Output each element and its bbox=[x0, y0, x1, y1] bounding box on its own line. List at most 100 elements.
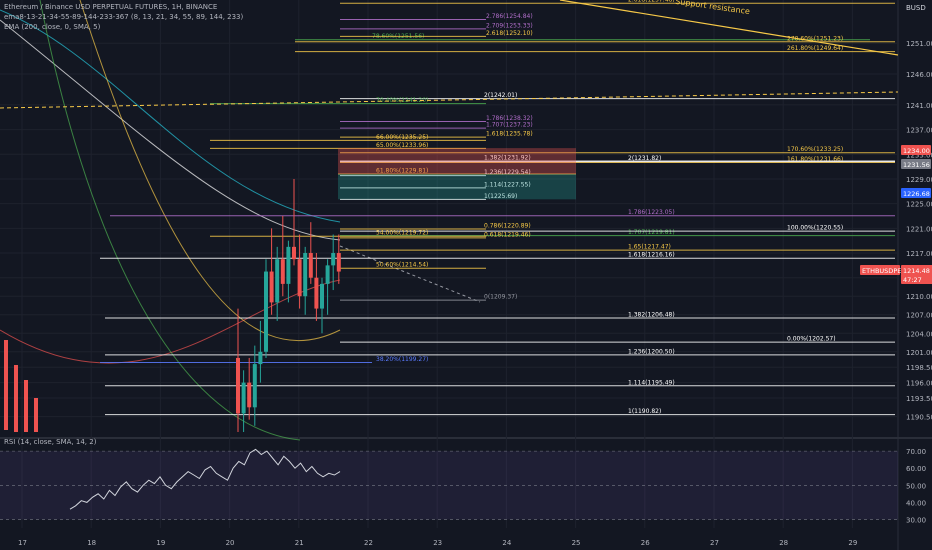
candle-body bbox=[247, 382, 252, 408]
fib-label: 1.707(1237.23) bbox=[486, 122, 533, 129]
history-candle bbox=[24, 380, 28, 432]
candle-body bbox=[241, 382, 246, 414]
candle-body bbox=[314, 277, 319, 309]
candle-body bbox=[336, 253, 341, 272]
fib-label: 1.707(1219.81) bbox=[628, 229, 675, 236]
price-tag-label: 1231.56 bbox=[903, 161, 930, 169]
candle bbox=[320, 277, 324, 334]
candle-body bbox=[280, 259, 285, 284]
price-tag: 1226.68 bbox=[901, 188, 931, 198]
ema-curve bbox=[0, 19, 341, 241]
target-box-green bbox=[338, 174, 576, 200]
history-candle bbox=[34, 398, 38, 432]
fib-label: 170.60%(1233.25) bbox=[787, 146, 843, 153]
candle-body bbox=[292, 246, 296, 260]
time-tick: 20 bbox=[226, 539, 235, 547]
candle bbox=[275, 246, 280, 321]
candle bbox=[236, 308, 240, 432]
rsi-tick: 60.00 bbox=[906, 465, 926, 473]
ema-ribbon-legend[interactable]: ema8-13-21-34-55-89-144-233-367 (8, 13, … bbox=[4, 13, 244, 21]
price-tick: 1198.50 bbox=[906, 364, 932, 372]
fib-label: 1.786(1223.05) bbox=[628, 209, 675, 216]
target-box-red bbox=[338, 148, 576, 175]
price-tag-label: ETHBUSDPERP bbox=[862, 267, 910, 275]
candle bbox=[308, 222, 313, 284]
dashed-level bbox=[0, 91, 899, 109]
price-tick: 1207.00 bbox=[906, 312, 932, 320]
fib-label: 1.236(1200.50) bbox=[628, 348, 675, 355]
fib-label: 1.786(1238.32) bbox=[486, 115, 533, 122]
price-tick: 1196.00 bbox=[906, 380, 932, 388]
candle-body bbox=[308, 253, 313, 278]
symbol-title[interactable]: Ethereum / Binance USD PERPETUAL FUTURES… bbox=[4, 3, 218, 11]
price-tick: 1229.00 bbox=[906, 176, 932, 184]
price-tick: 1221.00 bbox=[906, 225, 932, 233]
price-tick: 1225.00 bbox=[906, 201, 932, 209]
candle bbox=[297, 234, 302, 309]
fib-label: 38.20%(1199.27) bbox=[376, 356, 428, 363]
fib-label: 100.00%(1220.55) bbox=[787, 225, 843, 232]
currency-label: BUSD bbox=[906, 4, 926, 12]
price-axis: 1251.00 1246.00 1241.00 1237.00 1233.00 1229.… bbox=[860, 40, 932, 422]
price-tick: 1217.00 bbox=[906, 250, 932, 258]
ema-legend[interactable]: EMA (200, close, 0, SMA, 5) bbox=[4, 23, 101, 31]
price-tag-bg bbox=[901, 274, 932, 284]
fib-label: 0.786(1220.89) bbox=[484, 223, 531, 230]
rsi-background bbox=[0, 438, 898, 534]
price-tag: 1214.48 bbox=[901, 265, 932, 275]
candle bbox=[264, 259, 268, 358]
time-tick: 22 bbox=[364, 539, 373, 547]
fib-label: 270.60%(1251.23) bbox=[787, 35, 843, 42]
candle-body bbox=[264, 271, 268, 352]
fib-label: 0(1209.37) bbox=[484, 294, 517, 301]
fib-label: 1.236(1229.54) bbox=[484, 169, 531, 176]
fib-label: 1.114(1195.49) bbox=[628, 379, 675, 386]
candle-body bbox=[297, 259, 302, 297]
candle bbox=[252, 345, 257, 426]
fib-label: 2(1231.82) bbox=[628, 155, 661, 162]
rsi-legend[interactable]: RSI (14, close, SMA, 14, 2) bbox=[4, 438, 97, 446]
price-tick: 1246.00 bbox=[906, 71, 932, 79]
candles bbox=[4, 178, 341, 432]
price-tag: 47:27 bbox=[901, 274, 932, 284]
candle-body bbox=[320, 283, 324, 309]
fib-label: 2.618(1257.48) bbox=[628, 0, 675, 4]
price-tag-label: 47:27 bbox=[903, 276, 922, 284]
fib-label: 2.618(1252.10) bbox=[486, 30, 533, 37]
fib-label: 1.382(1206.48) bbox=[628, 311, 675, 318]
candle-body bbox=[325, 265, 330, 284]
fib-label: 1.382(1231.92) bbox=[484, 154, 531, 161]
candle bbox=[258, 320, 263, 383]
rsi-line bbox=[69, 448, 341, 510]
candle bbox=[286, 240, 291, 303]
fib-label: 66.00%(1235.25) bbox=[376, 134, 428, 141]
price-tick: 1204.00 bbox=[906, 330, 932, 338]
price-tag-bg bbox=[901, 188, 931, 198]
time-tick: 29 bbox=[848, 539, 857, 547]
price-tag-bg bbox=[901, 159, 931, 169]
fib-label: 61.80%(1229.81) bbox=[376, 167, 428, 174]
fib-label: 0.00%(1202.57) bbox=[787, 336, 836, 343]
projection-line bbox=[339, 245, 481, 303]
price-tag-label: 1214.48 bbox=[903, 267, 930, 275]
price-tag: ETHBUSDPERP bbox=[860, 265, 910, 275]
fib-label: 161.80%(1231.66) bbox=[787, 156, 843, 163]
candle bbox=[336, 234, 341, 284]
fib-label: 1(1190.82) bbox=[628, 408, 661, 415]
price-tag-label: 1226.68 bbox=[903, 190, 930, 198]
candle-body bbox=[236, 357, 240, 414]
fib-label: 1.618(1235.78) bbox=[486, 131, 533, 138]
price-tick: 1193.50 bbox=[906, 395, 932, 403]
time-tick: 19 bbox=[156, 539, 165, 547]
candle bbox=[247, 357, 252, 420]
time-tick: 24 bbox=[502, 539, 511, 547]
rsi-pane: 70.00 60.00 50.00 40.00 30.00 bbox=[0, 448, 926, 524]
rsi-tick: 50.00 bbox=[906, 482, 926, 490]
price-tick: 1201.00 bbox=[906, 349, 932, 357]
rsi-tick: 70.00 bbox=[906, 448, 926, 456]
time-tick: 27 bbox=[710, 539, 719, 547]
candle-body bbox=[275, 259, 280, 303]
fib-levels: 2.618(1257.48) 2.786(1254.84) 2.709(1253.3… bbox=[0, 0, 899, 416]
